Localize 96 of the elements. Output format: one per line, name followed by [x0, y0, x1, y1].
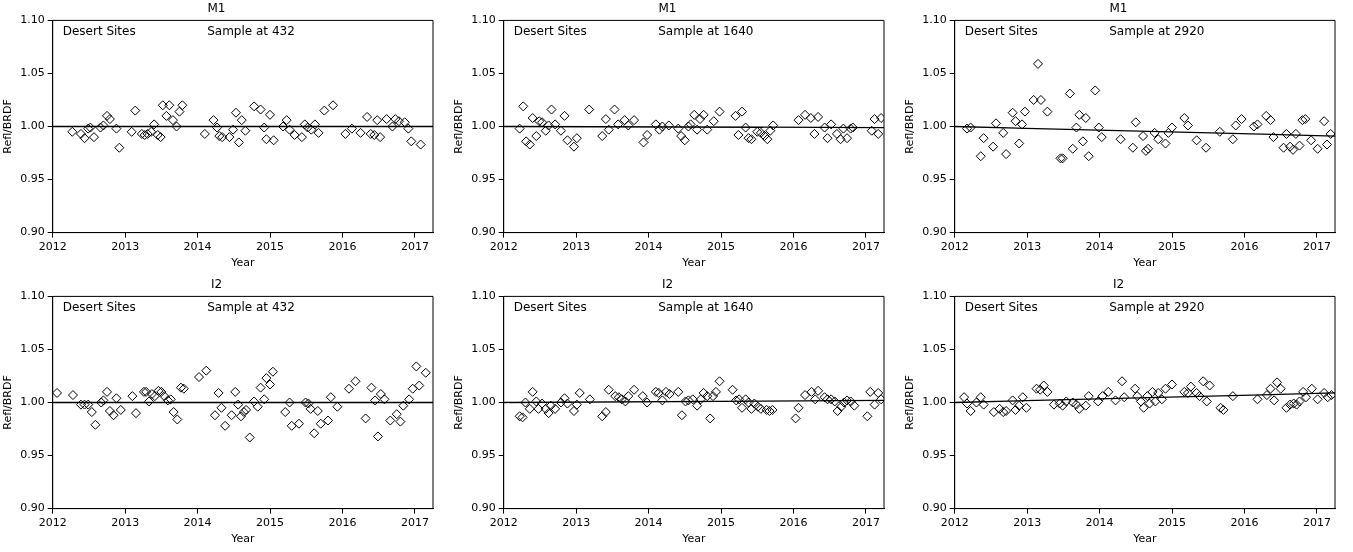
y-tick-label: 1.10 — [20, 13, 45, 27]
chart-title: M1 — [658, 1, 677, 16]
y-tick-label: 0.95 — [20, 448, 45, 462]
x-tick-label: 2012 — [38, 516, 67, 530]
chart-title: M1 — [1109, 1, 1128, 16]
y-tick-label: 0.95 — [922, 172, 947, 186]
chart-title: M1 — [207, 1, 226, 16]
y-tick-label: 0.90 — [20, 225, 45, 239]
x-tick-label: 2012 — [940, 516, 969, 530]
x-tick-label: 2016 — [779, 240, 808, 254]
y-tick-label: 0.90 — [471, 501, 496, 515]
annotation: Desert Sites — [964, 23, 1038, 38]
x-axis-title: Year — [681, 256, 706, 270]
y-tick-label: 1.05 — [471, 66, 496, 80]
y-tick-label: 0.95 — [471, 172, 496, 186]
annotation: Sample at 2920 — [1109, 299, 1205, 314]
x-axis-title: Year — [681, 532, 706, 546]
annotation: Sample at 1640 — [658, 299, 754, 314]
y-tick-label: 0.90 — [922, 501, 947, 515]
y-tick-label: 1.05 — [20, 66, 45, 80]
y-tick-label: 1.10 — [922, 289, 947, 303]
x-tick-label: 2012 — [489, 516, 518, 530]
y-tick-label: 1.00 — [922, 395, 947, 409]
annotation: Desert Sites — [964, 299, 1038, 314]
y-axis-title: Refl/BRDF — [903, 99, 917, 154]
x-tick-label: 2014 — [1085, 516, 1114, 530]
x-axis-title: Year — [230, 256, 255, 270]
y-tick-label: 1.05 — [20, 342, 45, 356]
x-tick-label: 2017 — [851, 516, 880, 530]
x-tick-label: 2013 — [562, 516, 591, 530]
annotation: Sample at 1640 — [658, 23, 754, 38]
x-tick-label: 2012 — [489, 240, 518, 254]
y-tick-label: 1.10 — [922, 13, 947, 27]
x-tick-label: 2017 — [400, 240, 429, 254]
x-tick-label: 2014 — [183, 516, 212, 530]
x-tick-label: 2015 — [1158, 516, 1187, 530]
x-axis-title: Year — [1132, 532, 1157, 546]
annotation: Desert Sites — [513, 23, 587, 38]
annotation: Desert Sites — [513, 299, 587, 314]
y-tick-label: 1.05 — [471, 342, 496, 356]
x-tick-label: 2017 — [1302, 240, 1331, 254]
x-tick-label: 2015 — [707, 516, 736, 530]
x-tick-label: 2016 — [328, 240, 357, 254]
y-tick-label: 1.05 — [922, 342, 947, 356]
y-tick-label: 1.00 — [922, 119, 947, 133]
y-tick-label: 1.00 — [20, 395, 45, 409]
x-tick-label: 2013 — [1013, 240, 1042, 254]
y-axis-title: Refl/BRDF — [452, 375, 466, 430]
y-axis-title: Refl/BRDF — [1, 99, 15, 154]
y-tick-label: 0.95 — [471, 448, 496, 462]
chart-title: I2 — [661, 277, 674, 292]
x-tick-label: 2016 — [328, 516, 357, 530]
y-tick-label: 1.10 — [471, 13, 496, 27]
y-tick-label: 1.00 — [471, 395, 496, 409]
x-tick-label: 2015 — [256, 516, 285, 530]
chart-title: I2 — [1112, 277, 1125, 292]
x-tick-label: 2014 — [634, 240, 663, 254]
annotation: Sample at 432 — [207, 299, 295, 314]
x-tick-label: 2014 — [634, 516, 663, 530]
x-tick-label: 2013 — [1013, 516, 1042, 530]
y-tick-label: 0.95 — [922, 448, 947, 462]
x-tick-label: 2016 — [779, 516, 808, 530]
y-tick-label: 0.90 — [922, 225, 947, 239]
x-axis-title: Year — [1132, 256, 1157, 270]
x-tick-label: 2012 — [38, 240, 67, 254]
y-tick-label: 1.10 — [471, 289, 496, 303]
x-tick-label: 2016 — [1230, 240, 1259, 254]
x-tick-label: 2014 — [183, 240, 212, 254]
y-axis-title: Refl/BRDF — [903, 375, 917, 430]
y-tick-label: 1.00 — [20, 119, 45, 133]
chart-title: I2 — [210, 277, 223, 292]
x-tick-label: 2015 — [256, 240, 285, 254]
x-tick-label: 2015 — [1158, 240, 1187, 254]
y-tick-label: 0.95 — [20, 172, 45, 186]
x-tick-label: 2017 — [400, 516, 429, 530]
annotation: Desert Sites — [62, 23, 136, 38]
x-tick-label: 2013 — [111, 516, 140, 530]
x-tick-label: 2012 — [940, 240, 969, 254]
x-tick-label: 2017 — [1302, 516, 1331, 530]
y-tick-label: 1.10 — [20, 289, 45, 303]
y-tick-label: 1.05 — [922, 66, 947, 80]
annotation: Sample at 432 — [207, 23, 295, 38]
y-tick-label: 0.90 — [20, 501, 45, 515]
x-tick-label: 2014 — [1085, 240, 1114, 254]
x-axis-title: Year — [230, 532, 255, 546]
x-tick-label: 2016 — [1230, 516, 1259, 530]
y-tick-label: 0.90 — [471, 225, 496, 239]
annotation: Desert Sites — [62, 299, 136, 314]
x-tick-label: 2013 — [562, 240, 591, 254]
x-tick-label: 2015 — [707, 240, 736, 254]
x-tick-label: 2013 — [111, 240, 140, 254]
y-axis-title: Refl/BRDF — [1, 375, 15, 430]
annotation: Sample at 2920 — [1109, 23, 1205, 38]
y-axis-title: Refl/BRDF — [452, 99, 466, 154]
y-tick-label: 1.00 — [471, 119, 496, 133]
x-tick-label: 2017 — [851, 240, 880, 254]
